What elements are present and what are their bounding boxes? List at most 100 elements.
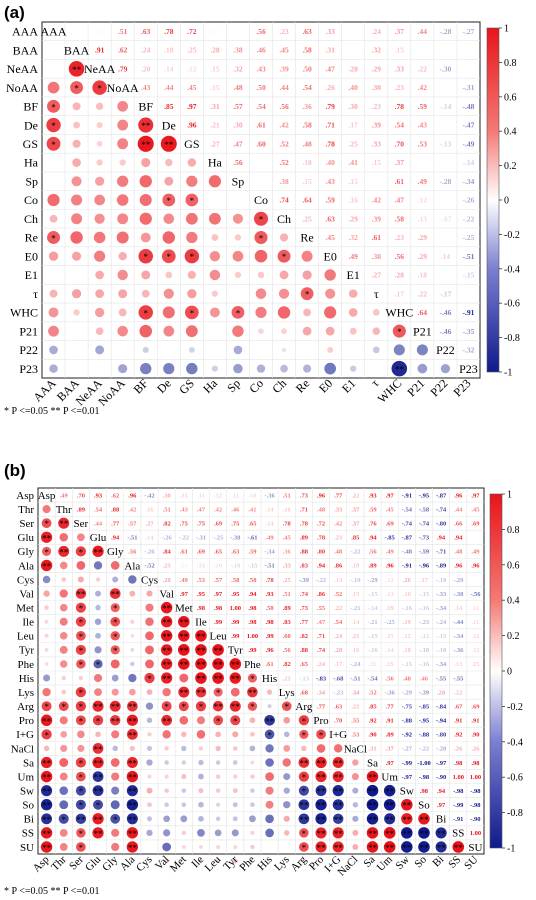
- correlation-circle: [76, 842, 86, 852]
- y-tick-label: Cys: [17, 574, 34, 586]
- correlation-circle: [145, 659, 154, 669]
- correlation-circle: [77, 744, 85, 752]
- correlation-circle: [43, 590, 50, 597]
- correlation-circle: [247, 701, 258, 711]
- correlation-circle: [212, 658, 224, 670]
- significance-mark: **: [141, 121, 151, 131]
- correlation-circle: [94, 646, 102, 654]
- correlation-value: .46: [231, 506, 240, 513]
- significance-mark: *: [190, 196, 195, 206]
- correlation-circle: [303, 308, 312, 317]
- correlation-circle: [195, 686, 207, 698]
- significance-mark: **: [231, 702, 241, 712]
- correlation-value: .94: [454, 535, 463, 542]
- correlation-circle: [92, 827, 104, 839]
- correlation-value: .82: [283, 661, 291, 668]
- correlation-circle: [163, 815, 171, 823]
- correlation-circle: [332, 799, 344, 811]
- correlation-circle: [40, 799, 53, 811]
- correlation-circle: [96, 121, 103, 129]
- correlation-value: .58: [231, 577, 240, 584]
- correlation-circle: [126, 756, 138, 769]
- correlation-circle: [140, 362, 152, 375]
- correlation-circle: [71, 176, 82, 187]
- correlation-circle: [258, 328, 264, 334]
- colorbar: [489, 493, 503, 849]
- correlation-circle: [77, 576, 84, 583]
- correlation-value: .49: [418, 177, 428, 186]
- correlation-circle: [121, 349, 124, 351]
- correlation-value: .64: [302, 196, 312, 205]
- correlation-value: .40: [349, 83, 359, 92]
- diagonal-label: Val: [159, 588, 174, 600]
- correlation-value: .96: [266, 647, 275, 654]
- correlation-circle: [93, 561, 103, 570]
- correlation-value: -.75: [402, 703, 413, 710]
- correlation-circle: [232, 760, 238, 765]
- correlation-value: .28: [210, 46, 220, 55]
- correlation-circle: [116, 194, 129, 206]
- x-tick-label: Lys: [272, 854, 292, 874]
- significance-mark: **: [72, 65, 82, 75]
- correlation-value: -.52: [144, 563, 154, 570]
- correlation-value: .89: [368, 563, 377, 570]
- correlation-value: .14: [351, 619, 360, 626]
- significance-mark: **: [317, 815, 327, 825]
- significance-mark: *: [113, 618, 118, 628]
- correlation-value: -.54: [402, 506, 413, 513]
- correlation-circle: [212, 644, 224, 656]
- correlation-value: 1.00: [230, 605, 241, 612]
- significance-mark: **: [128, 730, 138, 740]
- correlation-circle: [59, 645, 68, 654]
- correlation-circle: [130, 648, 135, 652]
- correlation-value: .62: [111, 492, 119, 499]
- y-tick-label: P21: [19, 324, 38, 338]
- significance-mark: **: [368, 815, 378, 825]
- correlation-value: .59: [418, 102, 428, 111]
- correlation-circle: [77, 730, 85, 739]
- correlation-circle: [48, 325, 59, 337]
- correlation-value: .31: [210, 102, 220, 111]
- correlation-circle: [232, 858, 238, 864]
- correlation-circle: [146, 745, 153, 751]
- correlation-circle: [44, 647, 49, 652]
- correlation-circle: [315, 799, 327, 811]
- correlation-circle: [60, 730, 68, 738]
- significance-mark: **: [162, 660, 172, 670]
- correlation-value: 1.00: [453, 774, 464, 781]
- y-tick-label: BF: [23, 100, 38, 114]
- significance-mark: **: [179, 688, 189, 698]
- correlation-circle: [366, 827, 379, 839]
- correlation-value: .89: [283, 605, 292, 612]
- significance-mark: **: [128, 801, 138, 811]
- correlation-circle: [229, 700, 241, 712]
- diagonal-label: Sw: [400, 786, 414, 798]
- significance-mark: **: [385, 787, 395, 797]
- significance-mark: **: [94, 547, 104, 557]
- significance-mark: *: [113, 646, 118, 656]
- correlation-circle: [126, 841, 139, 853]
- correlation-value: -.80: [436, 520, 446, 527]
- correlation-value: .16: [403, 591, 412, 598]
- correlation-circle: [187, 288, 197, 299]
- correlation-value: .42: [418, 83, 428, 92]
- correlation-circle: [94, 194, 105, 206]
- diagonal-label: Pro: [313, 715, 329, 727]
- correlation-circle: [141, 157, 151, 168]
- correlation-value: .45: [471, 506, 480, 513]
- correlation-value: .13: [454, 661, 463, 668]
- correlation-circle: [163, 325, 175, 337]
- significance-mark: **: [128, 773, 138, 783]
- correlation-value: .50: [256, 83, 266, 92]
- correlation-value: .61: [180, 549, 188, 556]
- correlation-value: .29: [418, 252, 428, 261]
- correlation-circle: [164, 176, 174, 186]
- correlation-circle: [95, 577, 101, 582]
- correlation-value: -.95: [419, 492, 430, 499]
- significance-mark: **: [128, 829, 138, 839]
- correlation-circle: [52, 68, 55, 70]
- correlation-value: .39: [372, 214, 382, 223]
- correlation-value: .98: [471, 760, 480, 767]
- significance-mark: *: [167, 252, 172, 262]
- y-tick-label: Sw: [20, 786, 34, 798]
